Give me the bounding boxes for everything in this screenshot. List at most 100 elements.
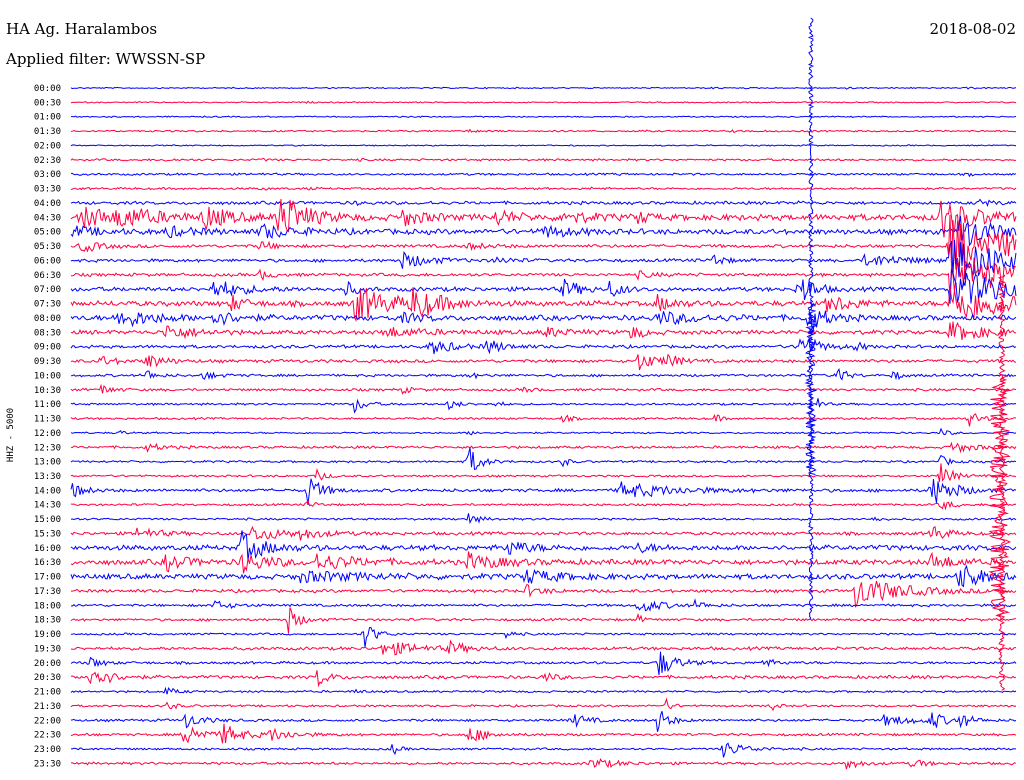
tick-label-1430: 14:30 [34,501,61,511]
tick-label-2030: 20:30 [34,673,61,683]
trace-row-0230 [70,157,1017,162]
trace-row-1000 [70,367,1017,381]
tick-label-0330: 03:30 [34,185,61,195]
trace-row-2100 [70,686,1017,695]
time-tick-labels: 00:00 00:30 01:00 01:30 02:00 02:30 03:00 03:30… [34,84,61,769]
trace-row-1400 [70,478,1017,505]
trace-row-1130 [70,413,1017,427]
tick-label-0900: 09:00 [34,343,61,353]
trace-row-0630 [71,257,1017,299]
tick-label-1730: 17:30 [34,587,61,597]
trace-row-2330 [70,757,1017,770]
filter-subtitle: Applied filter: WWSSN-SP [6,50,206,68]
trace-row-2000 [70,651,1017,676]
trace-row-1700 [70,564,1017,588]
tick-label-1630: 16:30 [34,558,61,568]
tick-label-2100: 21:00 [34,688,61,698]
trace-row-0730 [70,285,1017,323]
tick-label-1030: 10:30 [34,386,61,396]
tick-label-2230: 22:30 [34,731,61,741]
station-title: HA Ag. Haralambos [6,20,158,38]
tick-label-0630: 06:30 [34,271,61,281]
long-event-4 [988,375,1012,619]
trace-row-0130 [70,128,1017,134]
tick-label-1800: 18:00 [34,601,61,611]
tick-label-1230: 12:30 [34,443,61,453]
trace-row-0600 [70,239,1017,280]
tick-label-0800: 08:00 [34,314,61,324]
tick-label-0830: 08:30 [34,328,61,338]
trace-row-0100 [71,115,1017,119]
tick-label-2130: 21:30 [34,702,61,712]
trace-row-0530 [70,214,1017,270]
trace-row-1630 [70,551,1017,574]
trace-row-2200 [70,711,1017,732]
trace-row-1900 [70,627,1017,648]
trace-row-0830 [70,321,1017,340]
tick-label-1930: 19:30 [34,644,61,654]
trace-row-1330 [70,463,1017,482]
tick-label-0930: 09:30 [34,357,61,367]
trace-row-1100 [70,398,1017,414]
tick-label-0000: 00:00 [34,84,61,94]
tick-label-0300: 03:00 [34,170,61,180]
trace-row-0300 [71,172,1017,178]
tick-label-2300: 23:00 [34,745,61,755]
tick-label-2330: 23:30 [34,759,61,769]
trace-row-2230 [70,723,1017,744]
tick-label-0430: 04:30 [34,213,61,223]
tick-label-0230: 02:30 [34,156,61,166]
trace-row-0700 [70,268,1017,304]
tick-label-1300: 13:00 [34,458,61,468]
trace-row-0030 [70,100,1016,104]
trace-row-0400 [70,198,1017,207]
trace-row-0930 [70,353,1017,371]
tick-label-1900: 19:00 [34,630,61,640]
tick-label-0500: 05:00 [34,228,61,238]
tick-label-1130: 11:30 [34,415,61,425]
tick-label-0730: 07:30 [34,300,61,310]
trace-row-0330 [70,186,1017,191]
tick-label-1830: 18:30 [34,616,61,626]
date-label: 2018-08-02 [929,20,1016,38]
tick-label-1200: 12:00 [34,429,61,439]
trace-row-0000 [70,86,1017,90]
tick-label-1330: 13:30 [34,472,61,482]
tick-label-0530: 05:30 [34,242,61,252]
tick-label-1600: 16:00 [34,544,61,554]
tick-label-1000: 10:00 [34,371,61,381]
tick-label-0400: 04:00 [34,199,61,209]
tick-label-0600: 06:00 [34,256,61,266]
tick-label-0700: 07:00 [34,285,61,295]
tick-label-1530: 15:30 [34,529,61,539]
trace-row-0500 [70,215,1017,247]
trace-row-0200 [70,144,1017,147]
trace-row-1730 [71,580,1017,608]
trace-row-1500 [70,513,1017,525]
trace-row-1230 [70,441,1017,454]
tick-label-1500: 15:00 [34,515,61,525]
trace-row-1530 [70,525,1017,541]
trace-row-1300 [70,447,1017,470]
trace-row-2300 [71,742,1016,758]
tick-label-0030: 00:30 [34,98,61,108]
tick-label-0130: 01:30 [34,127,61,137]
trace-row-0900 [70,338,1017,355]
tick-label-0100: 01:00 [34,113,61,123]
tick-label-1400: 14:00 [34,486,61,496]
trace-row-1800 [70,598,1017,612]
trace-row-2030 [70,670,1017,688]
trace-row-1430 [70,499,1017,511]
trace-row-1200 [70,427,1017,436]
tick-label-1700: 17:00 [34,573,61,583]
trace-row-1600 [70,530,1017,561]
tick-label-2200: 22:00 [34,716,61,726]
long-event-2 [804,303,818,475]
tick-label-1100: 11:00 [34,400,61,410]
long-duration-events [804,17,1012,691]
trace-row-2130 [70,697,1017,712]
seismic-traces [70,86,1017,770]
tick-label-2000: 20:00 [34,659,61,669]
trace-row-0800 [70,310,1017,331]
